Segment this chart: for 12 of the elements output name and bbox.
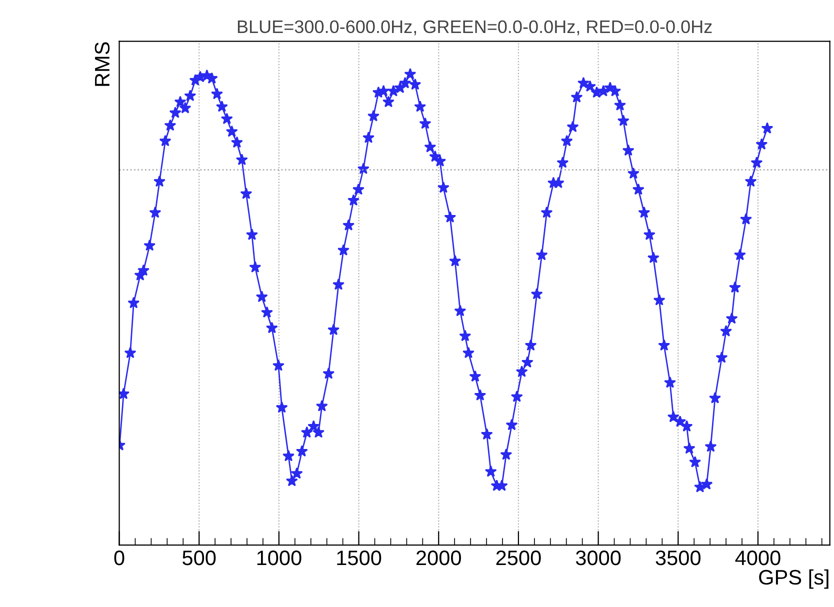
x-axis-title: GPS [s] <box>759 569 828 589</box>
x-tick-label: 1500 <box>337 550 382 566</box>
x-tick-label: 1000 <box>257 550 302 566</box>
x-tick-label: 2000 <box>416 550 461 566</box>
x-tick-label: 2500 <box>496 550 541 566</box>
x-tick-label: 4000 <box>735 550 780 566</box>
y-axis-title: RMS <box>94 42 110 86</box>
chart-title: BLUE=300.0-600.0Hz, GREEN=0.0-0.0Hz, RED=0.0-0.0Hz <box>238 20 712 36</box>
x-tick-label: 3000 <box>576 550 621 566</box>
x-tick-label: 500 <box>182 550 216 566</box>
x-tick-label: 0 <box>114 550 124 566</box>
x-tick-label: 3500 <box>656 550 700 566</box>
